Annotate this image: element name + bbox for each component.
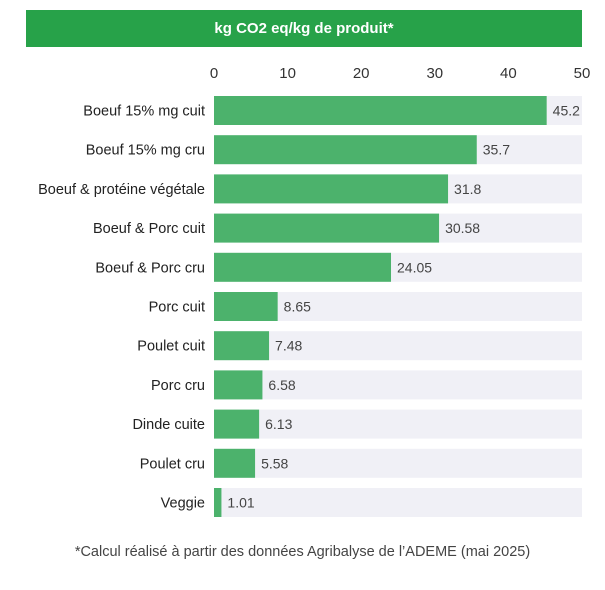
bar-track: [214, 409, 582, 439]
bar: [214, 252, 392, 282]
category-label: Porc cuit: [149, 300, 205, 316]
bar: [214, 488, 222, 517]
x-tick-label: 20: [353, 65, 370, 82]
category-label: Boeuf 15% mg cuit: [83, 104, 205, 120]
bar: [214, 213, 440, 243]
category-label: Poulet cru: [140, 456, 205, 472]
bar: [214, 448, 256, 478]
x-tick-label: 50: [574, 65, 591, 82]
data-label: 24.05: [397, 259, 432, 275]
data-label: 30.58: [445, 220, 480, 236]
footnote: *Calcul réalisé à partir des données Agr…: [74, 544, 531, 560]
bar-chart: 0 10 20 30 40 50 Boeuf 15% mg cuit 45.2 Boeuf 15…: [38, 65, 591, 517]
data-label: 35.7: [483, 142, 510, 158]
bar: [214, 174, 449, 204]
bar: [214, 409, 260, 439]
data-label: 1.01: [227, 495, 254, 511]
x-tick-label: 40: [500, 65, 517, 82]
data-label: 6.58: [268, 377, 295, 393]
category-label: Boeuf & Porc cuit: [93, 221, 205, 237]
x-tick-label: 0: [210, 65, 218, 82]
category-label: Poulet cuit: [137, 339, 205, 355]
category-label: Veggie: [161, 496, 205, 512]
data-label: 7.48: [275, 338, 302, 354]
x-tick-label: 30: [426, 65, 443, 82]
x-tick-label: 10: [279, 65, 296, 82]
category-label: Porc cru: [151, 378, 205, 394]
data-label: 31.8: [454, 181, 481, 197]
bar: [214, 292, 278, 321]
bar: [214, 135, 477, 165]
data-label: 5.58: [261, 455, 288, 471]
data-label: 45.2: [553, 103, 580, 119]
bar-track: [214, 370, 582, 400]
chart-title: kg CO2 eq/kg de produit*: [26, 10, 582, 47]
category-label: Boeuf 15% mg cru: [86, 143, 205, 159]
category-label: Dinde cuite: [132, 417, 205, 433]
bar-track: [214, 488, 582, 517]
data-label: 8.65: [284, 299, 311, 315]
data-label: 6.13: [265, 416, 292, 432]
bar-track: [214, 448, 582, 478]
category-label: Boeuf & Porc cru: [95, 260, 205, 276]
category-label: Boeuf & protéine végétale: [38, 182, 205, 198]
bar: [214, 370, 263, 400]
bar-track: [214, 331, 582, 361]
bar: [214, 331, 270, 361]
bar: [214, 96, 547, 125]
